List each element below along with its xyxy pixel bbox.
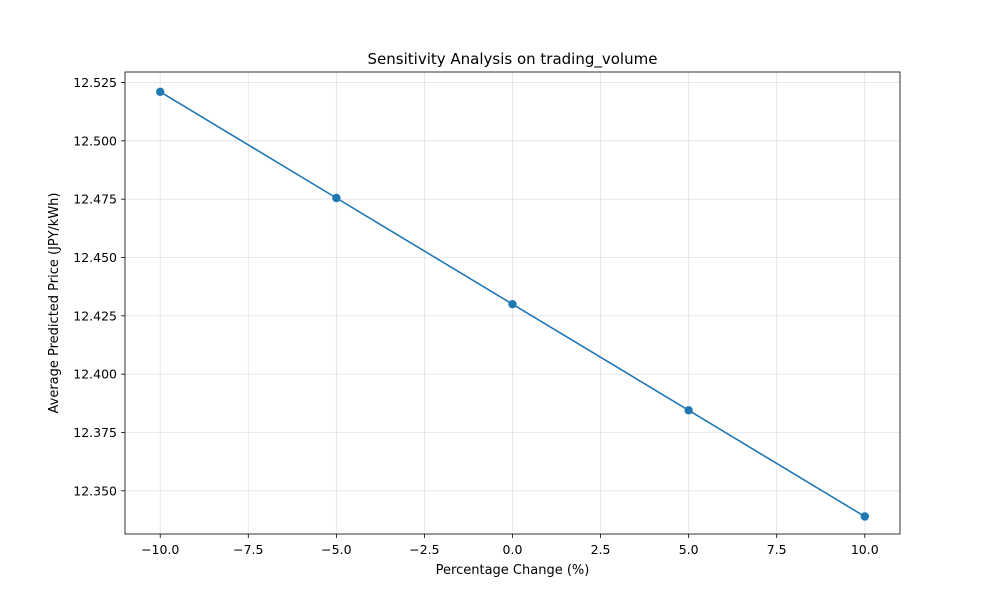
x-tick-label: 5.0 [679, 542, 699, 557]
data-point [508, 299, 517, 309]
x-tick-label: −2.5 [409, 542, 439, 557]
data-point [860, 512, 869, 521]
x-tick-label: 0.0 [503, 542, 523, 557]
y-tick-label: 12.375 [73, 425, 117, 440]
x-tick-label: −10.0 [141, 542, 179, 557]
data-point [332, 193, 341, 203]
x-tick-label: 10.0 [851, 542, 879, 557]
x-tick-label: 2.5 [591, 542, 611, 557]
data-point [684, 406, 693, 415]
y-axis-label: Average Predicted Price (JPY/kWh) [47, 193, 62, 414]
y-tick-label: 12.525 [73, 75, 117, 90]
y-tick-label: 12.425 [73, 308, 117, 323]
y-tick-label: 12.350 [73, 483, 117, 498]
y-axis-ticks: 12.350 12.375 12.400 12.425 12.450 12.475 12.5… [73, 75, 125, 498]
data-point [156, 87, 165, 97]
y-tick-label: 12.450 [73, 250, 117, 265]
chart-title: Sensitivity Analysis on trading_volume [368, 50, 658, 69]
x-tick-label: −5.0 [321, 542, 351, 557]
y-tick-label: 12.400 [73, 367, 117, 382]
x-tick-label: 7.5 [767, 542, 787, 557]
x-tick-label: −7.5 [233, 542, 263, 557]
grid [125, 72, 900, 534]
series-layer [156, 87, 869, 521]
y-tick-label: 12.475 [73, 192, 117, 207]
x-axis-ticks: −10.0 −7.5 −5.0 −2.5 0.0 2.5 5.0 7.5 10.0 [141, 534, 879, 557]
x-axis-label: Percentage Change (%) [436, 563, 590, 578]
y-tick-label: 12.500 [73, 133, 117, 148]
